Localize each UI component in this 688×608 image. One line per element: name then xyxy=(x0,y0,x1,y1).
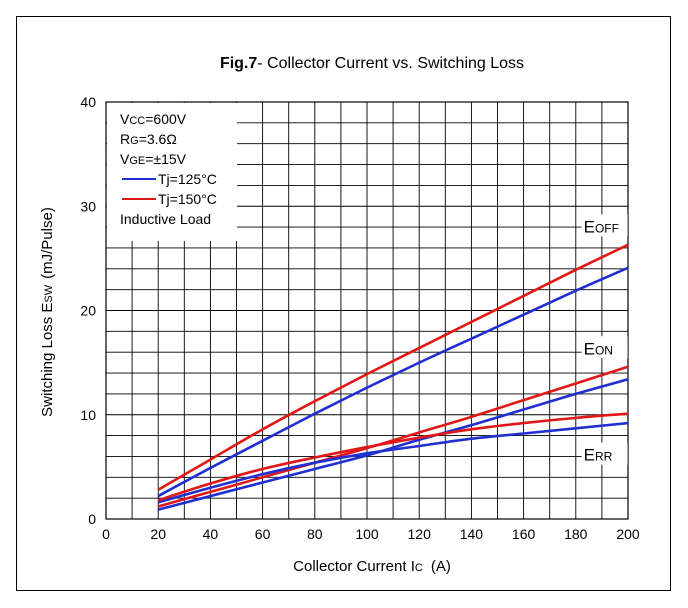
plot-border xyxy=(105,101,629,520)
legend: VCC=600V RG=3.6Ω VGE=±15V Tj=125°C Tj=150°C I… xyxy=(107,103,237,241)
chart-title-prefix: Fig.7 xyxy=(220,55,257,72)
y-tick-label: 30 xyxy=(80,198,96,214)
chart-title-rest: - Collector Current vs. Switching Loss xyxy=(257,55,524,72)
curve-label-background xyxy=(581,336,628,359)
series-line-eon-tj150 xyxy=(157,365,629,508)
y-axis-ticks: 0 10 20 30 40 xyxy=(80,94,96,527)
y-tick-label: 20 xyxy=(80,303,96,319)
curve-label-background xyxy=(581,214,628,237)
x-tick-label: 0 xyxy=(102,526,110,542)
condition-text: RG=3.6Ω xyxy=(120,131,177,147)
x-axis-label-sub: C xyxy=(415,562,423,574)
curve-label-on: EON xyxy=(584,339,613,358)
x-tick-label: 180 xyxy=(564,526,588,542)
x-axis-label: Collector Current IC (A) xyxy=(293,558,451,575)
legend-background xyxy=(107,103,237,241)
y-axis-label: Switching Loss ESW (mJ/Pulse) xyxy=(39,207,56,417)
series-line-eoff-tj125 xyxy=(157,266,629,498)
legend-label: Tj=125°C xyxy=(158,171,217,187)
y-axis-label-unit: (mJ/Pulse) xyxy=(39,207,56,279)
chart-title: Fig.7- Collector Current vs. Switching L… xyxy=(220,55,524,72)
plot-area xyxy=(105,101,629,520)
x-tick-label: 60 xyxy=(255,526,271,542)
x-tick-label: 80 xyxy=(307,526,323,542)
x-axis-ticks: 0 20 40 60 80 100 120 140 160 180 200 xyxy=(102,526,640,542)
x-axis-label-unit: (A) xyxy=(431,558,451,575)
y-tick-label: 40 xyxy=(80,94,96,110)
figure-frame xyxy=(16,16,671,591)
x-tick-label: 160 xyxy=(512,526,536,542)
x-tick-label: 100 xyxy=(355,526,379,542)
x-tick-label: 40 xyxy=(203,526,219,542)
legend-label: Tj=150°C xyxy=(158,191,217,207)
x-tick-label: 200 xyxy=(616,526,640,542)
curve-label-off: EOFF xyxy=(584,217,619,236)
y-tick-label: 10 xyxy=(80,407,96,423)
series-line-eon-tj125 xyxy=(157,378,629,511)
y-axis-label-main: Switching Loss E xyxy=(39,303,56,417)
y-axis-label-sub: SW xyxy=(43,284,55,302)
series-line-err-tj125 xyxy=(157,421,629,504)
series-line-err-tj150 xyxy=(157,412,629,502)
curve-label-rr: ERR xyxy=(584,446,613,465)
load-note: Inductive Load xyxy=(120,211,211,227)
curve-label-background xyxy=(581,442,628,465)
y-tick-label: 0 xyxy=(88,511,96,527)
x-tick-label: 120 xyxy=(408,526,432,542)
series-line-eoff-tj150 xyxy=(157,243,629,491)
curve-labels: EOFF EON ERR xyxy=(581,214,628,465)
condition-text: VCC=600V xyxy=(120,111,187,127)
series-layer xyxy=(157,243,629,511)
x-tick-label: 140 xyxy=(460,526,484,542)
x-tick-label: 20 xyxy=(150,526,166,542)
x-axis-label-main: Collector Current I xyxy=(293,558,415,575)
condition-text: VGE=±15V xyxy=(120,151,187,167)
